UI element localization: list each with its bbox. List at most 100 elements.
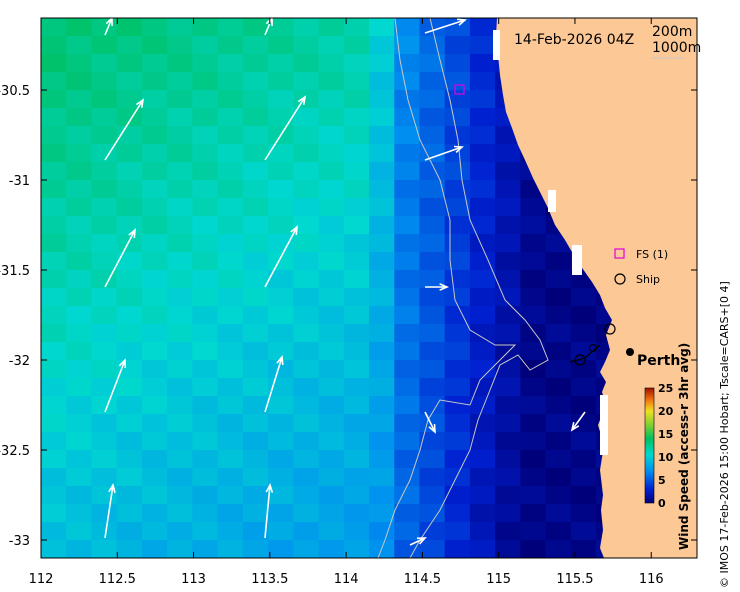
wind-cell bbox=[192, 396, 219, 415]
wind-cell bbox=[545, 396, 572, 415]
wind-cell bbox=[369, 54, 395, 73]
wind-cell bbox=[66, 378, 93, 397]
wind-cell bbox=[268, 360, 294, 379]
wind-cell bbox=[394, 396, 421, 415]
wind-cell bbox=[167, 72, 193, 91]
wind-cell bbox=[167, 450, 193, 469]
wind-cell bbox=[444, 144, 471, 163]
wind-cell bbox=[495, 288, 521, 307]
wind-cell bbox=[217, 450, 244, 469]
wind-cell bbox=[141, 450, 168, 469]
wind-cell bbox=[343, 72, 370, 91]
wind-cell bbox=[268, 396, 294, 415]
wind-cell bbox=[369, 36, 395, 55]
wind-cell bbox=[570, 522, 597, 541]
wind-cell bbox=[268, 54, 294, 73]
wind-cell bbox=[41, 342, 67, 361]
ship-marker[interactable] bbox=[574, 354, 586, 366]
x-tick-label: 113.5 bbox=[251, 572, 288, 587]
fs-marker[interactable] bbox=[454, 84, 465, 95]
wind-cell bbox=[116, 378, 143, 397]
wind-cell bbox=[116, 36, 143, 55]
wind-cell bbox=[545, 306, 572, 325]
wind-cell bbox=[41, 144, 67, 163]
wind-cell bbox=[570, 486, 597, 505]
wind-cell bbox=[469, 414, 496, 433]
wind-cell bbox=[318, 504, 345, 523]
wind-cell bbox=[293, 216, 320, 235]
wind-cell bbox=[167, 468, 193, 487]
wind-cell bbox=[116, 108, 143, 127]
wind-cell bbox=[570, 324, 597, 343]
wind-cell bbox=[91, 252, 118, 271]
wind-cell bbox=[242, 198, 269, 217]
wind-cell bbox=[66, 234, 93, 253]
wind-cell bbox=[570, 396, 597, 415]
wind-cell bbox=[192, 18, 219, 37]
wind-cell bbox=[41, 432, 67, 451]
wind-cell bbox=[268, 504, 294, 523]
wind-cell bbox=[293, 36, 320, 55]
wind-cell bbox=[66, 18, 93, 37]
y-tick-label: -32.5 bbox=[0, 444, 30, 459]
wind-cell bbox=[419, 396, 446, 415]
wind-arrow bbox=[264, 482, 274, 539]
contour-200m bbox=[409, 18, 549, 558]
wind-cell bbox=[343, 108, 370, 127]
wind-cell bbox=[116, 54, 143, 73]
wind-cell bbox=[167, 306, 193, 325]
contour-1000m bbox=[377, 18, 517, 558]
colorbar-title: Wind Speed (access-r 3hr avg) bbox=[677, 343, 691, 550]
wind-cell bbox=[242, 414, 269, 433]
wind-cell bbox=[293, 162, 320, 181]
wind-cell bbox=[268, 450, 294, 469]
wind-cell bbox=[495, 468, 521, 487]
x-tick-label: 112 bbox=[29, 572, 54, 587]
wind-cell bbox=[570, 414, 597, 433]
wind-cell bbox=[116, 144, 143, 163]
wind-cell bbox=[192, 324, 219, 343]
wind-cell bbox=[419, 216, 446, 235]
wind-cell bbox=[419, 162, 446, 181]
wind-cell bbox=[343, 36, 370, 55]
wind-cell bbox=[268, 288, 294, 307]
wind-cell bbox=[419, 468, 446, 487]
wind-cell bbox=[217, 414, 244, 433]
wind-cell bbox=[293, 504, 320, 523]
wind-cell bbox=[469, 324, 496, 343]
wind-arrow bbox=[104, 358, 127, 413]
wind-cell bbox=[369, 396, 395, 415]
nodata-patch bbox=[600, 395, 608, 455]
wind-cell bbox=[91, 36, 118, 55]
wind-cell bbox=[318, 126, 345, 145]
wind-cell bbox=[41, 324, 67, 343]
x-tick-label: 114.5 bbox=[404, 572, 441, 587]
wind-cell bbox=[343, 180, 370, 199]
wind-cell bbox=[444, 72, 471, 91]
ship-marker[interactable] bbox=[604, 323, 616, 335]
wind-cell bbox=[217, 198, 244, 217]
wind-cell bbox=[570, 432, 597, 451]
wind-cell bbox=[91, 216, 118, 235]
wind-cell bbox=[520, 378, 547, 397]
wind-cell bbox=[192, 414, 219, 433]
wind-cell bbox=[444, 450, 471, 469]
wind-cell bbox=[394, 342, 421, 361]
wind-cell bbox=[293, 324, 320, 343]
x-tick-label: 115.5 bbox=[556, 572, 593, 587]
wind-cell bbox=[369, 504, 395, 523]
wind-cell bbox=[444, 126, 471, 145]
wind-cell bbox=[242, 450, 269, 469]
wind-cell bbox=[116, 414, 143, 433]
wind-cell bbox=[495, 504, 521, 523]
wind-cell bbox=[394, 414, 421, 433]
wind-cell bbox=[242, 36, 269, 55]
wind-cell bbox=[469, 270, 496, 289]
wind-cell bbox=[419, 54, 446, 73]
wind-cell bbox=[217, 90, 244, 109]
wind-arrow bbox=[424, 145, 464, 161]
perth-marker[interactable] bbox=[626, 348, 634, 356]
wind-cell bbox=[217, 234, 244, 253]
wind-cell bbox=[469, 378, 496, 397]
wind-cell bbox=[167, 432, 193, 451]
